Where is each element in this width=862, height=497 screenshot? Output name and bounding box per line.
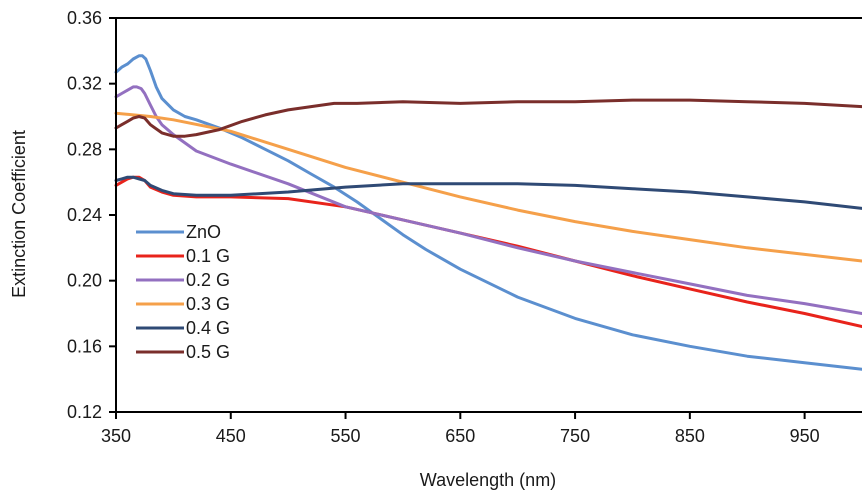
x-axis-title: Wavelength (nm): [420, 470, 556, 490]
x-tick-label: 650: [445, 426, 475, 446]
series-line-5: [114, 98, 862, 138]
ticks-layer: 0.12 0.16 0.20 0.24 0.28 0.32 0.36 350 450 550 650…: [67, 8, 820, 446]
legend: ZnO 0.1 G 0.2 G 0.3 G 0.4 G 0.5 G: [136, 222, 230, 362]
legend-label: 0.3 G: [186, 294, 230, 314]
x-tick-label: 850: [675, 426, 705, 446]
series-layer: [114, 54, 862, 371]
legend-label: 0.4 G: [186, 318, 230, 338]
legend-label: 0.1 G: [186, 246, 230, 266]
series-line-4: [114, 175, 862, 210]
legend-label: ZnO: [186, 222, 221, 242]
y-tick-label: 0.32: [67, 74, 102, 94]
x-tick-label: 750: [560, 426, 590, 446]
series-line-0: [114, 54, 862, 371]
x-tick-label: 550: [331, 426, 361, 446]
y-tick-label: 0.16: [67, 336, 102, 356]
series-line-2: [114, 85, 862, 315]
y-tick-label: 0.36: [67, 8, 102, 28]
legend-label: 0.5 G: [186, 342, 230, 362]
x-tick-label: 950: [790, 426, 820, 446]
legend-label: 0.2 G: [186, 270, 230, 290]
y-tick-label: 0.20: [67, 271, 102, 291]
y-tick-label: 0.12: [67, 402, 102, 422]
series-line-3: [114, 111, 862, 263]
y-tick-label: 0.24: [67, 205, 102, 225]
y-axis-title: Extinction Coefficient: [9, 130, 29, 298]
x-tick-label: 450: [216, 426, 246, 446]
y-tick-label: 0.28: [67, 139, 102, 159]
x-tick-label: 350: [101, 426, 131, 446]
